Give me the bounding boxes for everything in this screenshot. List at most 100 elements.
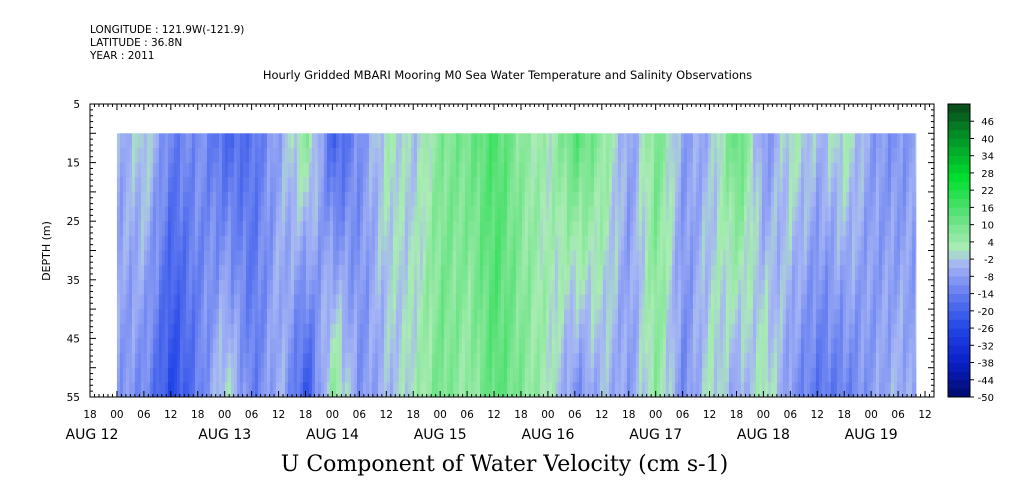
heatmap-cell: [845, 133, 850, 149]
heatmap-cell: [509, 235, 514, 251]
heatmap-cell: [842, 250, 847, 266]
heatmap-cell: [371, 265, 376, 281]
heatmap-cell: [470, 353, 475, 368]
heatmap-cell: [212, 338, 217, 354]
heatmap-cell: [566, 279, 571, 295]
heatmap-cell: [899, 235, 904, 251]
heatmap-cell: [692, 382, 697, 398]
heatmap-cell: [629, 221, 634, 237]
heatmap-cell: [200, 338, 205, 354]
heatmap-cell: [590, 323, 595, 339]
heatmap-cell: [293, 177, 298, 193]
heatmap-cell: [311, 221, 316, 237]
heatmap-cell: [914, 206, 917, 222]
heatmap-cell: [734, 367, 739, 383]
heatmap-cell: [794, 206, 799, 222]
heatmap-cell: [179, 323, 184, 339]
heatmap-cell: [548, 206, 553, 222]
heatmap-cell: [386, 294, 391, 310]
heatmap-cell: [230, 206, 235, 222]
heatmap-cell: [362, 353, 367, 368]
heatmap-cell: [431, 206, 436, 222]
heatmap-cell: [488, 338, 493, 354]
heatmap-cell: [806, 235, 811, 251]
heatmap-cell: [137, 177, 142, 193]
heatmap-cell: [434, 353, 439, 368]
heatmap-cell: [806, 177, 811, 193]
heatmap-cell: [326, 133, 331, 149]
heatmap-cell: [869, 250, 874, 266]
heatmap-cell: [323, 250, 328, 266]
heatmap-cell: [212, 191, 217, 207]
heatmap-cell: [146, 382, 151, 398]
heatmap-cell: [527, 323, 532, 339]
heatmap-cell: [116, 279, 121, 295]
heatmap-cell: [206, 206, 211, 222]
heatmap-cell: [299, 367, 304, 383]
heatmap-cell: [743, 294, 748, 310]
heatmap-cell: [614, 221, 619, 237]
heatmap-cell: [704, 206, 709, 222]
heatmap-cell: [896, 265, 901, 281]
heatmap-cell: [203, 162, 208, 178]
heatmap-cell: [233, 367, 238, 383]
heatmap-cell: [791, 323, 796, 339]
heatmap-cell: [182, 221, 187, 237]
heatmap-cell: [437, 250, 442, 266]
heatmap-cell: [836, 133, 841, 149]
heatmap-cell: [542, 250, 547, 266]
heatmap-cell: [809, 177, 814, 193]
heatmap-cell: [512, 279, 517, 295]
heatmap-cell: [383, 221, 388, 237]
heatmap-cell: [581, 265, 586, 281]
heatmap-cell: [122, 323, 127, 339]
heatmap-cell: [752, 177, 757, 193]
heatmap-cell: [635, 294, 640, 310]
heatmap-cell: [725, 162, 730, 178]
heatmap-cell: [230, 323, 235, 339]
heatmap-cell: [908, 323, 913, 339]
heatmap-cell: [209, 191, 214, 207]
heatmap-cell: [641, 133, 646, 149]
heatmap-cell: [371, 338, 376, 354]
heatmap-cell: [383, 323, 388, 339]
heatmap-cell: [134, 353, 139, 368]
heatmap-cell: [686, 177, 691, 193]
heatmap-cell: [638, 382, 643, 398]
heatmap-cell: [557, 162, 562, 178]
heatmap-cell: [722, 221, 727, 237]
heatmap-cell: [443, 338, 448, 354]
heatmap-cell: [731, 353, 736, 368]
heatmap-cell: [257, 206, 262, 222]
heatmap-cell: [422, 265, 427, 281]
heatmap-cell: [284, 177, 289, 193]
heatmap-cell: [881, 353, 886, 368]
heatmap-cell: [410, 206, 415, 222]
heatmap-cell: [416, 265, 421, 281]
heatmap-cell: [872, 338, 877, 354]
heatmap-cell: [785, 265, 790, 281]
heatmap-cell: [815, 147, 820, 163]
heatmap-cell: [740, 221, 745, 237]
heatmap-cell: [749, 338, 754, 354]
heatmap-cell: [827, 265, 832, 281]
heatmap-cell: [719, 177, 724, 193]
heatmap-cell: [446, 177, 451, 193]
heatmap-cell: [749, 309, 754, 325]
heatmap-cell: [143, 265, 148, 281]
heatmap-cell: [509, 279, 514, 295]
heatmap-cell: [251, 221, 256, 237]
heatmap-cell: [842, 338, 847, 354]
heatmap-cell: [881, 250, 886, 266]
heatmap-cell: [335, 323, 340, 339]
heatmap-cell: [719, 221, 724, 237]
heatmap-cell: [323, 338, 328, 354]
heatmap-cell: [197, 265, 202, 281]
heatmap-cell: [269, 133, 274, 149]
heatmap-cell: [710, 133, 715, 149]
heatmap-cell: [269, 279, 274, 295]
heatmap-cell: [398, 206, 403, 222]
heatmap-cell: [329, 294, 334, 310]
heatmap-cell: [659, 323, 664, 339]
heatmap-cell: [344, 279, 349, 295]
